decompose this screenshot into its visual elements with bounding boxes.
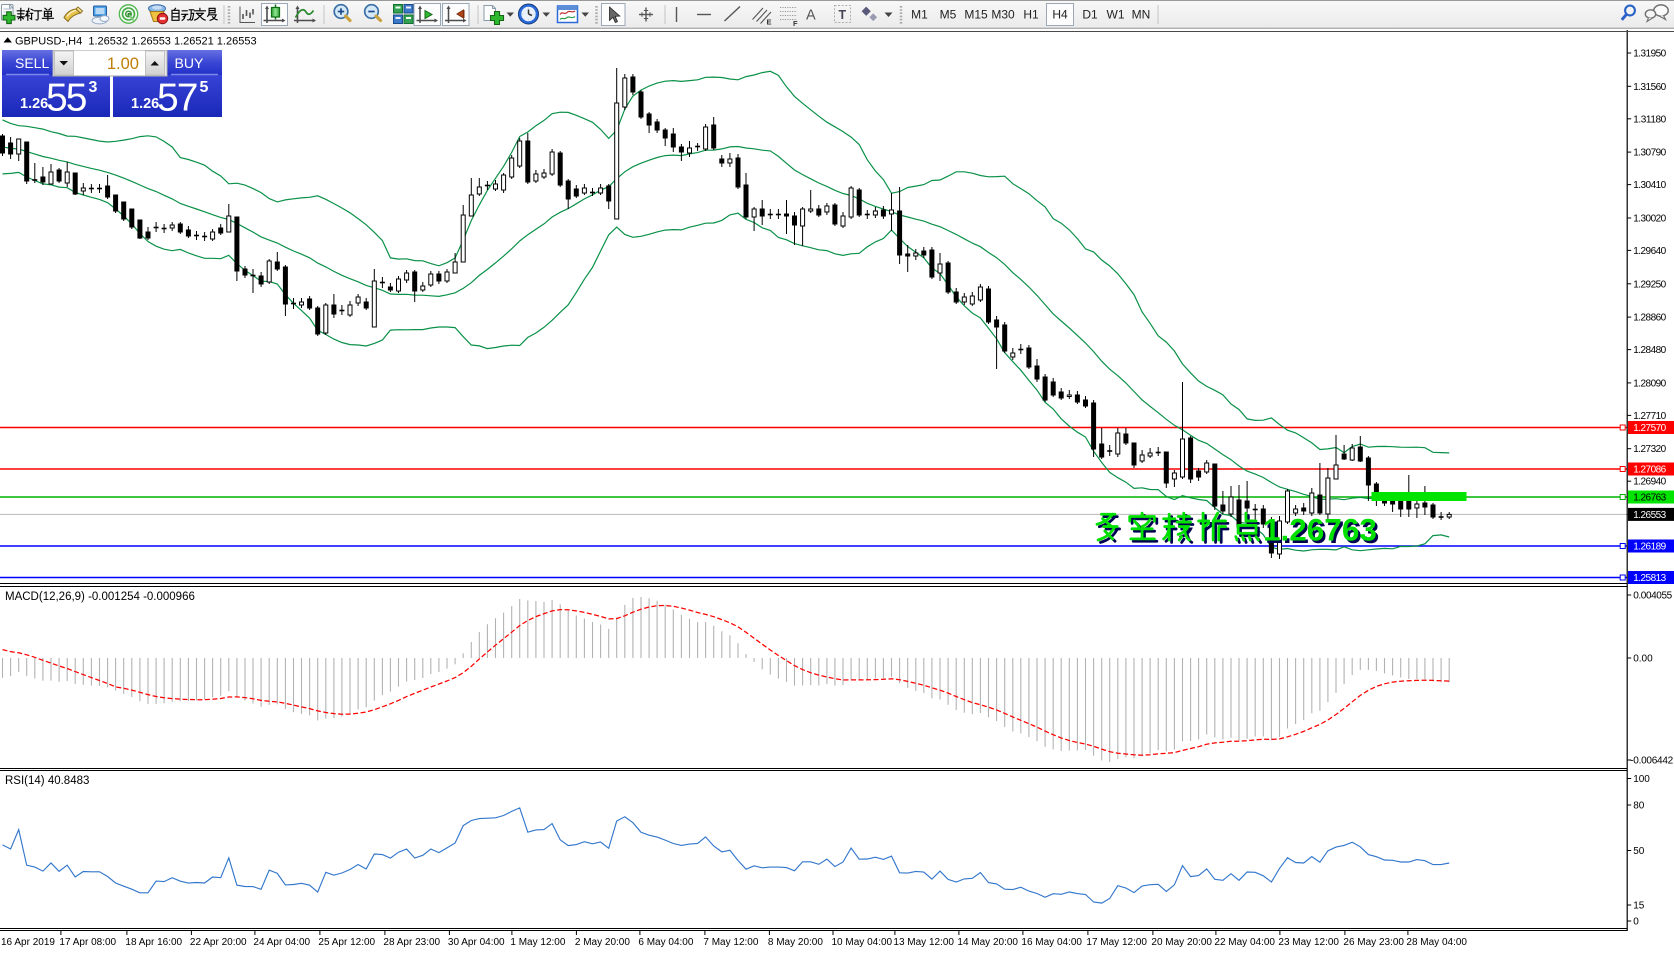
svg-text:1.27570: 1.27570 [1633,423,1666,434]
svg-text:SELL: SELL [15,55,49,71]
svg-text:10 May 04:00: 10 May 04:00 [832,937,893,948]
svg-text:18 Apr 16:00: 18 Apr 16:00 [125,937,182,948]
svg-text:M15: M15 [964,8,988,22]
svg-text:50: 50 [1633,846,1645,857]
svg-text:28 May 04:00: 28 May 04:00 [1406,937,1467,948]
svg-text:1.29250: 1.29250 [1633,279,1666,290]
svg-text:17 Apr 08:00: 17 Apr 08:00 [59,937,116,948]
svg-text:1.31950: 1.31950 [1633,49,1666,60]
svg-text:MN: MN [1132,8,1151,22]
svg-text:0.00: 0.00 [1633,654,1653,665]
svg-text:M5: M5 [940,8,957,22]
svg-text:1.27086: 1.27086 [1633,465,1666,476]
svg-text:H4: H4 [1052,8,1068,22]
svg-text:1.31560: 1.31560 [1633,82,1666,93]
svg-text:57: 57 [157,77,197,120]
svg-text:2 May 20:00: 2 May 20:00 [575,937,630,948]
svg-text:1.26: 1.26 [20,96,48,112]
svg-text:16 May 04:00: 16 May 04:00 [1021,937,1082,948]
svg-text:22 May 04:00: 22 May 04:00 [1214,937,1275,948]
svg-text:15: 15 [1633,901,1645,912]
svg-text:BUY: BUY [175,55,204,71]
svg-text:14 May 20:00: 14 May 20:00 [957,937,1018,948]
svg-text:0: 0 [1633,917,1639,928]
svg-text:22 Apr 20:00: 22 Apr 20:00 [190,937,247,948]
svg-text:1.29640: 1.29640 [1633,246,1666,257]
svg-text:A: A [806,8,816,24]
svg-text:1.28860: 1.28860 [1633,313,1666,324]
svg-text:25 Apr 12:00: 25 Apr 12:00 [318,937,375,948]
svg-text:1.28090: 1.28090 [1633,378,1666,389]
svg-text:0.004055: 0.004055 [1633,591,1672,602]
svg-text:13 May 12:00: 13 May 12:00 [893,937,954,948]
svg-text:55: 55 [46,77,87,120]
svg-text:1.30410: 1.30410 [1633,180,1666,191]
svg-text:T: T [839,8,847,22]
svg-text:100: 100 [1633,774,1650,785]
svg-text:1.25813: 1.25813 [1633,573,1666,584]
svg-text:1.27710: 1.27710 [1633,411,1666,422]
svg-text:1.31180: 1.31180 [1633,114,1666,125]
svg-text:1.00: 1.00 [107,55,139,73]
svg-text:6 May 04:00: 6 May 04:00 [638,937,693,948]
svg-text:1.30790: 1.30790 [1633,148,1666,159]
svg-text:1.26763: 1.26763 [1633,493,1666,504]
svg-text:1.30020: 1.30020 [1633,214,1666,225]
svg-text:20 May 20:00: 20 May 20:00 [1151,937,1212,948]
svg-text:80: 80 [1633,801,1645,812]
svg-text:16 Apr 2019: 16 Apr 2019 [1,937,55,948]
svg-text:H1: H1 [1023,8,1039,22]
svg-text:5: 5 [200,79,209,96]
svg-text:24 Apr 04:00: 24 Apr 04:00 [253,937,310,948]
svg-text:M30: M30 [991,8,1015,22]
svg-text:MACD(12,26,9) -0.001254 -0.000: MACD(12,26,9) -0.001254 -0.000966 [5,591,195,603]
svg-text:28 Apr 23:00: 28 Apr 23:00 [383,937,440,948]
svg-text:W1: W1 [1107,8,1125,22]
svg-text:17 May 12:00: 17 May 12:00 [1086,937,1147,948]
svg-text:1.26940: 1.26940 [1633,477,1666,488]
svg-text:1.26763: 1.26763 [1265,514,1379,550]
svg-text:GBPUSD-,H4 1.26532 1.26553 1.: GBPUSD-,H4 1.26532 1.26553 1.26521 1.265… [15,36,257,48]
svg-text:-0.006442: -0.006442 [1630,756,1673,767]
svg-text:3: 3 [89,79,98,96]
svg-text:1.28480: 1.28480 [1633,345,1666,356]
svg-text:1.26: 1.26 [131,96,159,112]
svg-text:D1: D1 [1082,8,1098,22]
svg-text:30 Apr 04:00: 30 Apr 04:00 [448,937,505,948]
svg-text:8 May 20:00: 8 May 20:00 [768,937,823,948]
svg-text:23 May 12:00: 23 May 12:00 [1278,937,1339,948]
svg-text:F: F [793,19,798,28]
svg-text:1.27320: 1.27320 [1633,444,1666,455]
svg-text:1.26553: 1.26553 [1633,510,1666,521]
svg-text:7 May 12:00: 7 May 12:00 [703,937,758,948]
svg-text:E: E [767,18,772,27]
svg-text:RSI(14) 40.8483: RSI(14) 40.8483 [5,775,89,787]
svg-text:26 May 23:00: 26 May 23:00 [1343,937,1404,948]
svg-text:1 May 12:00: 1 May 12:00 [510,937,565,948]
svg-text:M1: M1 [911,8,928,22]
svg-text:1.26763: 1.26763 [1263,512,1377,548]
svg-text:1.26189: 1.26189 [1633,542,1666,553]
